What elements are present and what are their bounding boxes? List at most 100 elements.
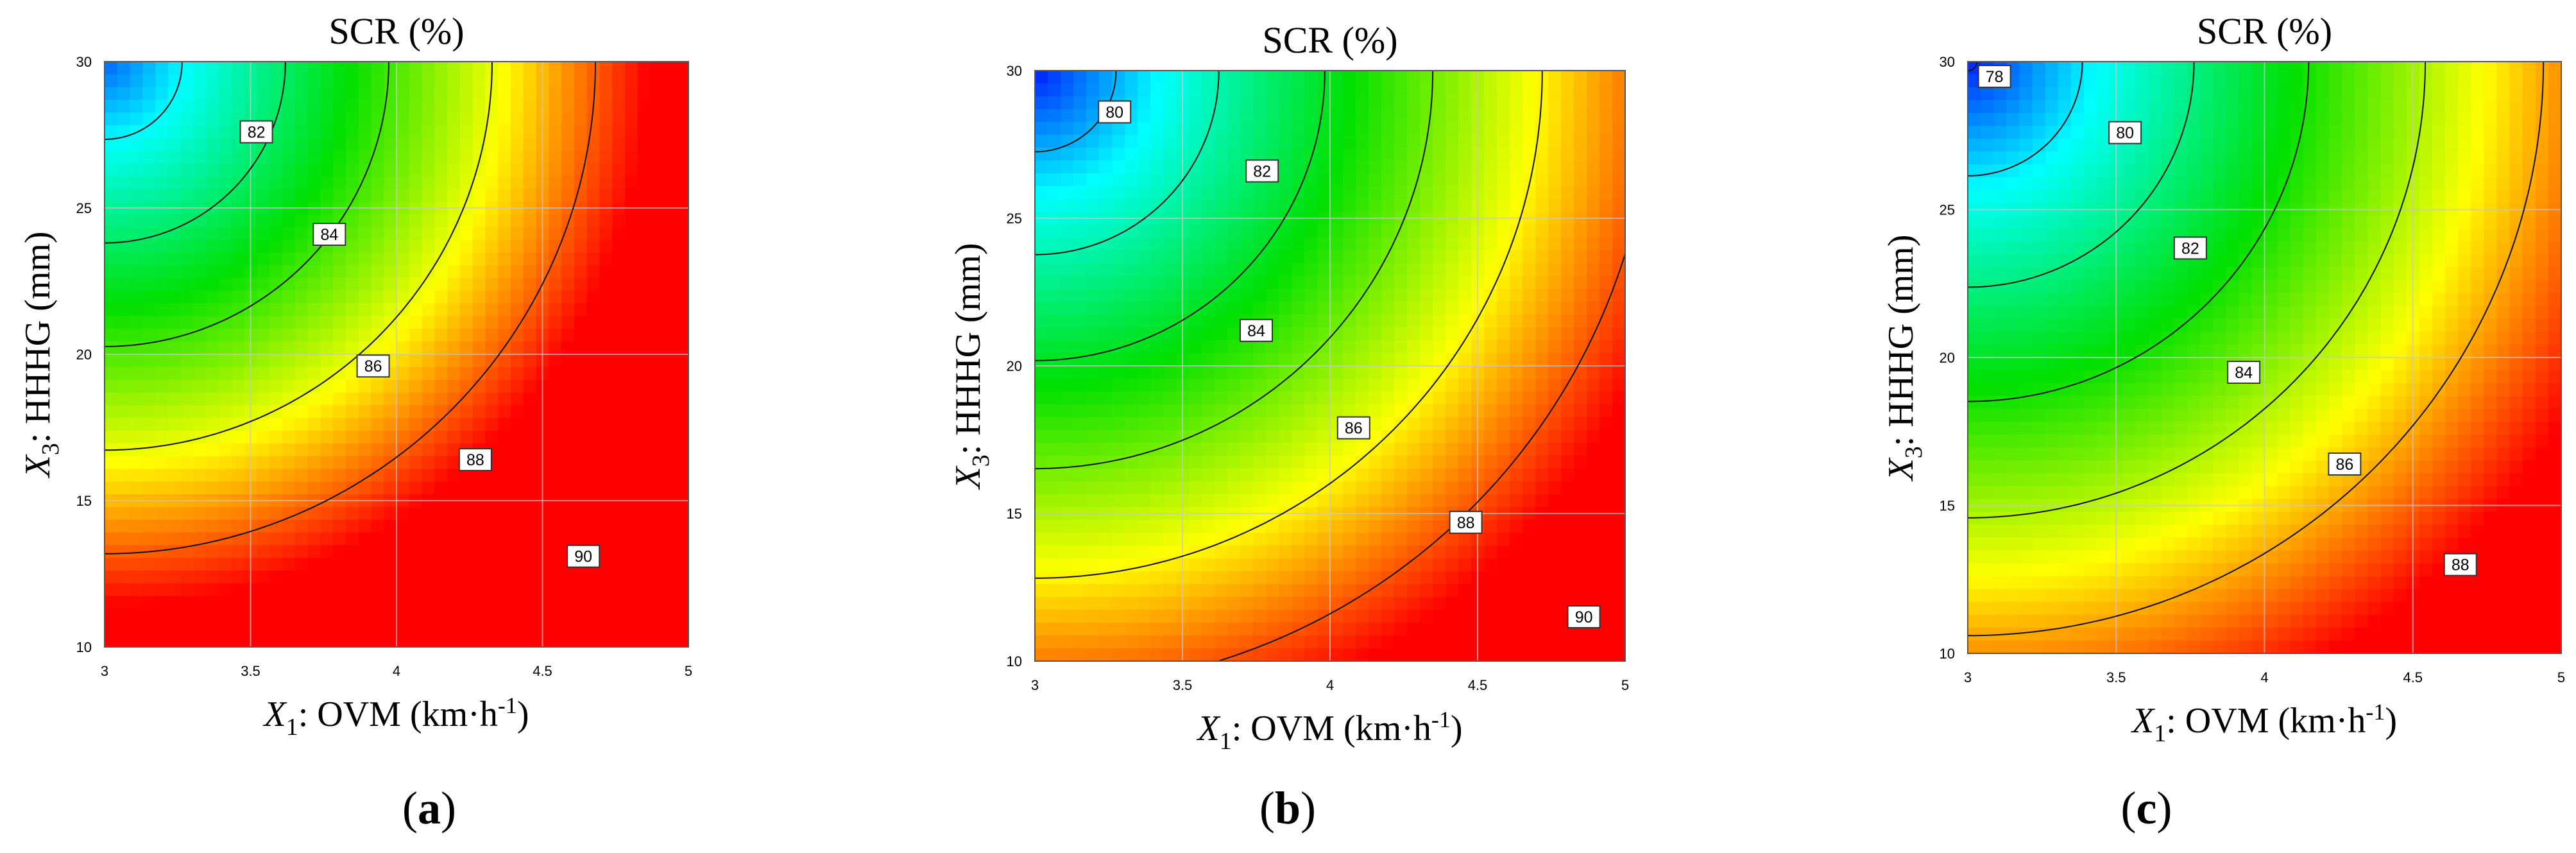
heatmap-cell xyxy=(2083,447,2097,461)
heatmap-cell xyxy=(434,163,448,177)
heatmap-cell xyxy=(2006,435,2020,449)
heatmap-cell xyxy=(130,329,144,342)
heatmap-cell xyxy=(345,87,359,101)
heatmap-cell xyxy=(1073,340,1087,354)
heatmap-cell xyxy=(549,214,562,228)
heatmap-cell xyxy=(333,418,346,431)
heatmap-cell xyxy=(1381,430,1395,444)
heatmap-cell xyxy=(1587,199,1600,212)
heatmap-cell xyxy=(472,405,486,418)
heatmap-cell xyxy=(447,150,461,164)
heatmap-cell xyxy=(2019,293,2033,307)
heatmap-cell xyxy=(105,125,118,139)
heatmap-cell xyxy=(1073,135,1087,148)
heatmap-cell xyxy=(586,583,601,597)
heatmap-cell xyxy=(384,418,397,431)
heatmap-cell xyxy=(1048,443,1061,456)
heatmap-cell xyxy=(294,545,309,559)
heatmap-cell xyxy=(574,341,588,355)
heatmap-cell xyxy=(1420,173,1433,187)
heatmap-cell xyxy=(1968,241,1981,255)
heatmap-cell xyxy=(294,634,309,648)
heatmap-cell xyxy=(485,532,499,546)
heatmap-cell xyxy=(1523,379,1536,392)
heatmap-cell xyxy=(2045,331,2059,345)
heatmap-cell xyxy=(1446,392,1459,405)
heatmap-cell xyxy=(1048,481,1061,495)
heatmap-cell xyxy=(397,558,410,571)
heatmap-cell xyxy=(206,62,219,75)
heatmap-cell xyxy=(422,239,436,254)
heatmap-cell xyxy=(206,366,219,381)
heatmap-cell xyxy=(2122,524,2137,539)
contour-label-82: 82 xyxy=(239,120,273,144)
heatmap-cell xyxy=(523,392,537,406)
heatmap-cell xyxy=(142,469,156,483)
heatmap-cell xyxy=(1523,148,1536,161)
heatmap-cell xyxy=(345,506,359,521)
heatmap-cell xyxy=(2097,228,2110,243)
heatmap-cell xyxy=(1968,601,1981,616)
heatmap-cell xyxy=(105,278,118,291)
heatmap-cell xyxy=(561,443,575,457)
heatmap-cell xyxy=(549,621,562,635)
heatmap-cell xyxy=(1138,610,1151,623)
heatmap-cell xyxy=(257,265,270,279)
heatmap-cell xyxy=(1535,520,1549,533)
heatmap-cell xyxy=(1356,648,1369,662)
heatmap-cell xyxy=(1369,546,1382,559)
heatmap-cell xyxy=(1356,379,1369,392)
heatmap-cell xyxy=(193,469,207,483)
heatmap-cell xyxy=(612,634,626,648)
heatmap-cell xyxy=(130,189,144,202)
heatmap-cell xyxy=(447,329,461,342)
heatmap-cell xyxy=(282,62,296,75)
heatmap-cell xyxy=(434,99,448,114)
heatmap-cell xyxy=(2045,640,2059,654)
heatmap-cell xyxy=(1048,648,1061,662)
heatmap-cell xyxy=(117,571,131,584)
heatmap-cell xyxy=(371,252,385,266)
heatmap-cell xyxy=(561,252,575,266)
heatmap-cell xyxy=(117,316,131,330)
heatmap-cell xyxy=(1381,71,1395,84)
heatmap-cell xyxy=(1138,353,1151,366)
heatmap-cell xyxy=(498,62,511,75)
heatmap-cell xyxy=(599,316,613,330)
heatmap-cell xyxy=(2006,589,2020,603)
heatmap-cell xyxy=(371,392,385,406)
heatmap-cell xyxy=(663,74,677,88)
heatmap-cell xyxy=(167,545,182,559)
heatmap-cell xyxy=(2083,126,2097,140)
heatmap-cell xyxy=(1574,469,1587,482)
heatmap-cell xyxy=(219,329,232,342)
heatmap-cell xyxy=(1381,558,1395,572)
heatmap-cell xyxy=(1993,460,2008,474)
heatmap-cell xyxy=(459,430,473,444)
heatmap-cell xyxy=(1125,71,1138,84)
heatmap-cell xyxy=(459,392,473,406)
heatmap-cell xyxy=(1420,533,1433,546)
heatmap-field xyxy=(1968,62,2562,654)
heatmap-cell xyxy=(231,189,245,202)
heatmap-cell xyxy=(1215,225,1228,238)
heatmap-cell xyxy=(1612,263,1626,277)
heatmap-cell xyxy=(2070,550,2085,564)
heatmap-cell xyxy=(2032,306,2046,320)
heatmap-cell xyxy=(1330,404,1343,418)
heatmap-cell xyxy=(282,354,296,368)
heatmap-cell xyxy=(294,189,309,202)
heatmap-cell xyxy=(358,214,372,228)
heatmap-cell xyxy=(1561,276,1574,289)
heatmap-cell xyxy=(1510,379,1523,392)
heatmap-cell xyxy=(1356,623,1369,636)
y-tick-label: 20 xyxy=(76,347,92,363)
heatmap-cell xyxy=(676,456,689,470)
chart-panel-c: 78 80 82 84 86 88 3 3.5 4 4.5 5 10 15 20 25 30 SCR (%) X1… xyxy=(1717,0,2576,853)
heatmap-cell xyxy=(1458,340,1472,354)
heatmap-cell xyxy=(1048,533,1061,546)
heatmap-cell xyxy=(1497,481,1510,495)
heatmap-cell xyxy=(612,583,626,597)
heatmap-cell xyxy=(333,189,346,202)
heatmap-cell xyxy=(1061,263,1074,277)
